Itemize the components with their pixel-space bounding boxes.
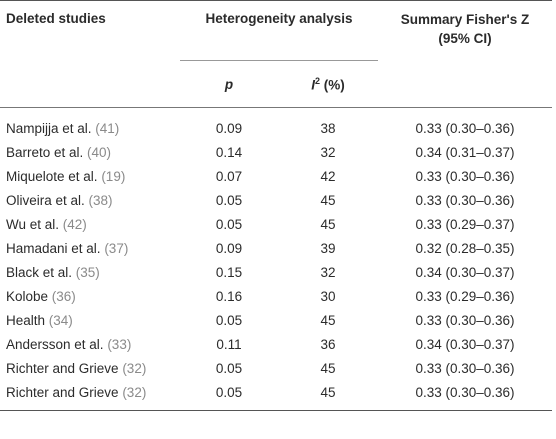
table-row: Andersson et al. (33) 0.11 36 0.34 (0.30–0.…: [0, 332, 552, 356]
study-name: Miquelote et al.: [6, 168, 102, 184]
i2-value-cell: 45: [320, 312, 336, 328]
header-p: p: [224, 76, 234, 92]
summary-z-cell: 0.33 (0.30–0.36): [415, 120, 515, 136]
summary-z-cell: 0.33 (0.29–0.37): [415, 216, 515, 232]
table-body: Nampijja et al. (41) 0.09 38 0.33 (0.30–0.3…: [0, 108, 552, 411]
header-summary-line1: Summary Fisher's Z: [400, 12, 530, 27]
study-cell: Barreto et al. (40): [0, 140, 180, 164]
header-deleted-studies: Deleted studies: [6, 11, 106, 26]
summary-z-cell: 0.34 (0.31–0.37): [415, 144, 515, 160]
study-name: Richter and Grieve: [6, 384, 123, 400]
study-reference: (40): [87, 144, 112, 160]
summary-z-cell: 0.33 (0.30–0.36): [415, 384, 515, 400]
study-cell: Hamadani et al. (37): [0, 236, 180, 260]
i2-value-cell: 30: [320, 288, 336, 304]
table-row: Richter and Grieve (32) 0.05 45 0.33 (0.30–…: [0, 356, 552, 380]
study-reference: (42): [62, 216, 87, 232]
study-name: Hamadani et al.: [6, 240, 105, 256]
study-name: Barreto et al.: [6, 144, 88, 160]
study-cell: Wu et al. (42): [0, 212, 180, 236]
table-row: Miquelote et al. (19) 0.07 42 0.33 (0.30–0.…: [0, 164, 552, 188]
study-name: Oliveira et al.: [6, 192, 89, 208]
study-cell: Health (34): [0, 308, 180, 332]
table-row: Richter and Grieve (32) 0.05 45 0.33 (0.30–…: [0, 380, 552, 411]
p-value-cell: 0.05: [215, 192, 243, 208]
study-name: Black et al.: [6, 264, 76, 280]
study-reference: (32): [122, 360, 147, 376]
table-row: Wu et al. (42) 0.05 45 0.33 (0.29–0.37): [0, 212, 552, 236]
i2-value-cell: 45: [320, 192, 336, 208]
table-row: Oliveira et al. (38) 0.05 45 0.33 (0.30–0.3…: [0, 188, 552, 212]
study-cell: Miquelote et al. (19): [0, 164, 180, 188]
study-name: Andersson et al.: [6, 336, 108, 352]
study-cell: Kolobe (36): [0, 284, 180, 308]
table-row: Kolobe (36) 0.16 30 0.33 (0.29–0.36): [0, 284, 552, 308]
i2-value-cell: 32: [320, 264, 336, 280]
summary-z-cell: 0.33 (0.30–0.36): [415, 192, 515, 208]
study-reference: (35): [75, 264, 100, 280]
study-reference: (34): [48, 312, 73, 328]
p-value-cell: 0.05: [215, 360, 243, 376]
header-empty-summary: [378, 61, 552, 108]
i2-value-cell: 36: [320, 336, 336, 352]
i2-value-cell: 45: [320, 384, 336, 400]
table-row: Barreto et al. (40) 0.14 32 0.34 (0.31–0.37…: [0, 140, 552, 164]
header-summary-line2: (95% CI): [438, 31, 492, 46]
study-cell: Nampijja et al. (41): [0, 108, 180, 141]
p-value-cell: 0.16: [215, 288, 243, 304]
header-i2-sup: 2: [315, 75, 321, 86]
header-summary-fishers-z: Summary Fisher's Z (95% CI): [378, 1, 552, 61]
study-cell: Richter and Grieve (32): [0, 380, 180, 411]
study-reference: (32): [122, 384, 147, 400]
p-value-cell: 0.15: [215, 264, 243, 280]
study-name: Health: [6, 312, 49, 328]
i2-value-cell: 42: [320, 168, 336, 184]
table-row: Hamadani et al. (37) 0.09 39 0.32 (0.28–0.3…: [0, 236, 552, 260]
summary-z-cell: 0.33 (0.29–0.36): [415, 288, 515, 304]
study-reference: (41): [95, 120, 120, 136]
table-row: Nampijja et al. (41) 0.09 38 0.33 (0.30–0.3…: [0, 108, 552, 141]
header-i2-unit: (%): [320, 77, 345, 93]
summary-z-cell: 0.34 (0.30–0.37): [415, 264, 515, 280]
study-reference: (36): [51, 288, 76, 304]
study-reference: (33): [107, 336, 132, 352]
study-reference: (37): [104, 240, 129, 256]
p-value-cell: 0.09: [215, 240, 243, 256]
study-cell: Andersson et al. (33): [0, 332, 180, 356]
header-empty-study: [0, 61, 180, 108]
summary-z-cell: 0.33 (0.30–0.36): [415, 360, 515, 376]
i2-value-cell: 45: [320, 216, 336, 232]
summary-z-cell: 0.33 (0.30–0.36): [415, 312, 515, 328]
study-cell: Richter and Grieve (32): [0, 356, 180, 380]
header-i2-base: I: [311, 77, 315, 93]
i2-value-cell: 39: [320, 240, 336, 256]
table-row: Health (34) 0.05 45 0.33 (0.30–0.36): [0, 308, 552, 332]
p-value-cell: 0.07: [215, 168, 243, 184]
summary-z-cell: 0.34 (0.30–0.37): [415, 336, 515, 352]
p-value-cell: 0.09: [215, 120, 243, 136]
study-reference: (19): [101, 168, 126, 184]
study-name: Kolobe: [6, 288, 52, 304]
p-value-cell: 0.11: [216, 336, 242, 352]
study-cell: Black et al. (35): [0, 260, 180, 284]
results-table: Deleted studies Heterogeneity analysis S…: [0, 0, 552, 411]
summary-z-cell: 0.32 (0.28–0.35): [415, 240, 515, 256]
summary-z-cell: 0.33 (0.30–0.36): [415, 168, 515, 184]
study-name: Richter and Grieve: [6, 360, 123, 376]
p-value-cell: 0.05: [215, 216, 243, 232]
i2-value-cell: 32: [320, 144, 336, 160]
study-name: Wu et al.: [6, 216, 63, 232]
header-heterogeneity-analysis: Heterogeneity analysis: [180, 0, 378, 61]
study-reference: (38): [88, 192, 113, 208]
study-cell: Oliveira et al. (38): [0, 188, 180, 212]
i2-value-cell: 38: [320, 120, 336, 136]
header-i2: I2 (%): [278, 61, 378, 108]
i2-value-cell: 45: [320, 360, 336, 376]
p-value-cell: 0.05: [215, 384, 243, 400]
p-value-cell: 0.05: [215, 312, 243, 328]
p-value-cell: 0.14: [215, 144, 243, 160]
study-name: Nampijja et al.: [6, 120, 96, 136]
table-row: Black et al. (35) 0.15 32 0.34 (0.30–0.37): [0, 260, 552, 284]
